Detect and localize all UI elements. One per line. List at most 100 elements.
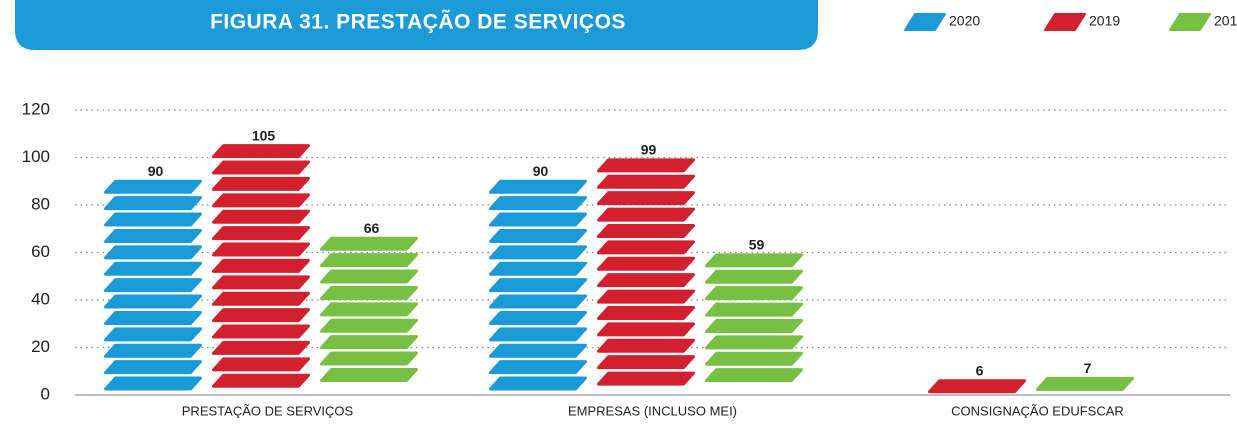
bar-slab — [320, 253, 418, 268]
value-label: 90 — [148, 163, 164, 179]
bar-slab — [597, 371, 695, 386]
bar-slab — [212, 275, 310, 290]
bar — [928, 379, 1026, 394]
value-label: 59 — [749, 237, 765, 253]
bar-slab — [489, 196, 587, 211]
bar-slab — [489, 310, 587, 325]
bar-slab — [104, 179, 202, 194]
bar-slab — [597, 355, 695, 370]
bar-slab — [212, 324, 310, 339]
bar-slab — [104, 228, 202, 243]
bar-slab — [212, 242, 310, 257]
bar-slab — [597, 289, 695, 304]
bar-slab — [1036, 376, 1134, 391]
title-banner — [15, 0, 818, 50]
bar-slab — [489, 179, 587, 194]
bar-slab — [705, 253, 803, 268]
bar-slab — [705, 368, 803, 383]
bar-slab — [489, 245, 587, 260]
bar-slab — [212, 308, 310, 323]
y-tick-label: 60 — [31, 242, 50, 261]
bar — [705, 253, 803, 383]
bar-slab — [104, 376, 202, 391]
bar-slab — [320, 351, 418, 366]
bar-slab — [705, 286, 803, 301]
value-label: 99 — [641, 142, 657, 158]
bar-slab — [489, 278, 587, 293]
bar — [212, 144, 310, 388]
bar-slab — [212, 144, 310, 159]
bar-slab — [489, 261, 587, 276]
bar-slab — [212, 357, 310, 372]
bar-slab — [104, 343, 202, 358]
bar-slab — [320, 236, 418, 251]
bar-slab — [597, 322, 695, 337]
bar-slab — [489, 327, 587, 342]
bar-slab — [320, 335, 418, 350]
bar — [104, 179, 202, 391]
value-label: 66 — [364, 220, 380, 236]
x-tick-label: PRESTAÇÃO DE SERVIÇOS — [182, 403, 354, 418]
bar-slab — [597, 256, 695, 271]
legend-swatch — [904, 13, 946, 31]
x-tick-label: EMPRESAS (INCLUSO MEI) — [568, 403, 737, 418]
bar-slab — [320, 318, 418, 333]
bar-slab — [705, 335, 803, 350]
bar-slab — [597, 240, 695, 255]
bar-slab — [104, 310, 202, 325]
bar-slab — [212, 176, 310, 191]
bar — [597, 158, 695, 386]
bar-slab — [597, 174, 695, 189]
y-tick-label: 0 — [41, 384, 50, 403]
y-tick-label: 40 — [31, 289, 50, 308]
bar-slab — [104, 294, 202, 309]
bar-slab — [320, 285, 418, 300]
bar-slab — [597, 338, 695, 353]
legend-swatch — [1044, 13, 1086, 31]
bar-slab — [104, 327, 202, 342]
bar-slab — [489, 360, 587, 375]
bar-slab — [597, 223, 695, 238]
bar-slab — [320, 367, 418, 382]
y-tick-label: 80 — [31, 194, 50, 213]
bar-slab — [212, 226, 310, 241]
y-tick-label: 120 — [22, 99, 50, 118]
bar-slab — [212, 258, 310, 273]
bar — [489, 179, 587, 391]
bar-slab — [104, 196, 202, 211]
bar-slab — [489, 212, 587, 227]
bar-slab — [212, 160, 310, 175]
bar-slab — [320, 269, 418, 284]
bar-slab — [212, 291, 310, 306]
bar-slab — [489, 343, 587, 358]
y-tick-label: 100 — [22, 147, 50, 166]
bar-slab — [489, 376, 587, 391]
bar-slab — [705, 269, 803, 284]
bar-slab — [320, 302, 418, 317]
bar-slab — [597, 305, 695, 320]
bar-slab — [212, 209, 310, 224]
value-label: 90 — [533, 163, 549, 179]
bar-slab — [705, 351, 803, 366]
bar-slab — [597, 158, 695, 173]
chart-title: FIGURA 31. PRESTAÇÃO DE SERVIÇOS — [210, 11, 626, 34]
value-label: 7 — [1084, 360, 1092, 376]
bar-slab — [705, 318, 803, 333]
bar-slab — [597, 191, 695, 206]
bar-slab — [928, 379, 1026, 394]
bar-slab — [597, 207, 695, 222]
legend-label: 2018 — [1214, 13, 1237, 29]
x-tick-label: CONSIGNAÇÃO EDUFSCAR — [951, 403, 1124, 418]
legend-label: 2019 — [1089, 13, 1120, 29]
bar-slab — [104, 212, 202, 227]
legend-swatch — [1169, 13, 1211, 31]
value-label: 6 — [976, 362, 984, 378]
bar-slab — [489, 228, 587, 243]
bar-slab — [489, 294, 587, 309]
y-tick-label: 20 — [31, 337, 50, 356]
bar-slab — [597, 273, 695, 288]
bar-slab — [104, 360, 202, 375]
legend-label: 2020 — [949, 13, 980, 29]
bar-slab — [104, 245, 202, 260]
